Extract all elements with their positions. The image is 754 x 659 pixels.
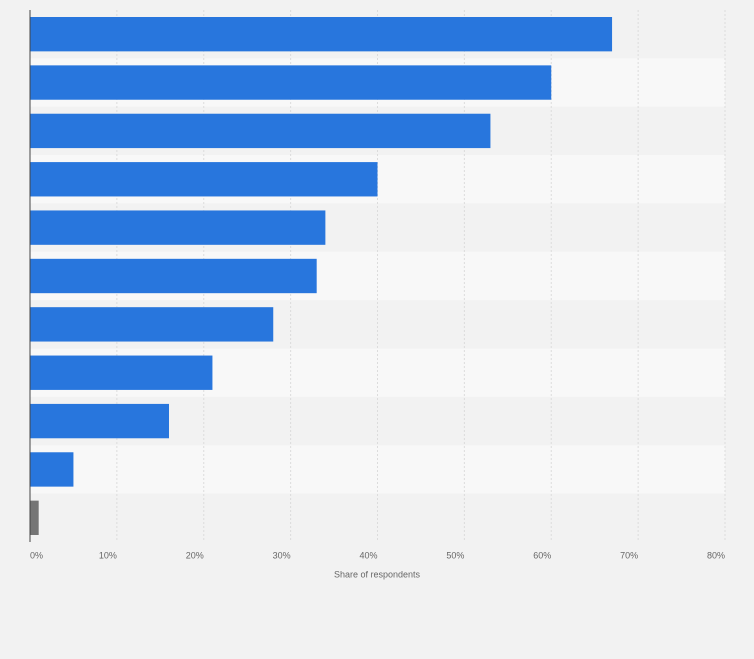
x-tick-label: 40% [359,550,377,560]
row-band [30,445,725,494]
bar [30,258,317,294]
x-tick-label: 10% [99,550,117,560]
bar [30,452,74,487]
x-axis-title: Share of respondents [334,569,421,579]
row-band [30,493,725,542]
x-tick-label: 50% [446,550,464,560]
x-tick-label: 30% [273,550,291,560]
x-tick-label: 0% [30,550,43,560]
bar [30,65,552,100]
bar [30,162,378,197]
x-tick-label: 60% [533,550,551,560]
bar [30,403,169,439]
x-tick-label: 80% [707,550,725,560]
x-tick-label: 70% [620,550,638,560]
x-tick-label: 20% [186,550,204,560]
bar [30,307,274,342]
bar [30,500,39,535]
bar [30,210,326,245]
bar [30,17,613,52]
bar [30,113,491,149]
bar [30,355,213,390]
